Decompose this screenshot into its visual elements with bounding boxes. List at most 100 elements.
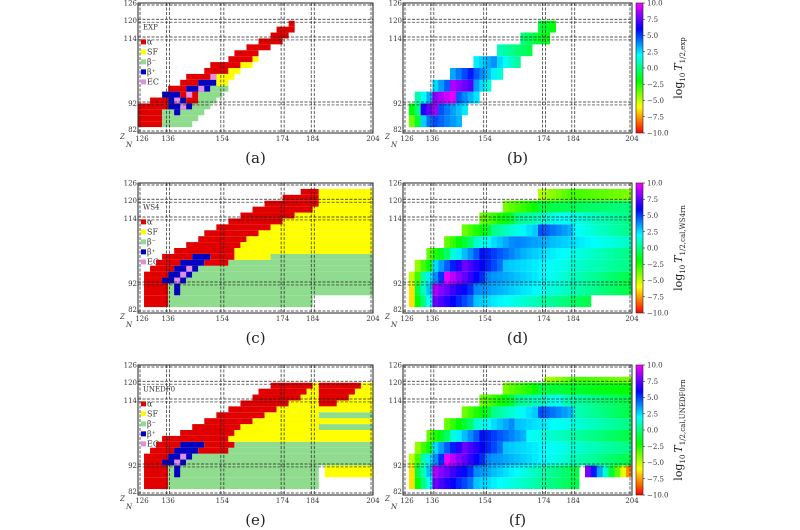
x-tick-label: 136 — [426, 315, 440, 323]
cell-value — [579, 283, 586, 296]
cell-value — [614, 212, 621, 225]
cell-value — [620, 271, 627, 284]
cell-value — [555, 259, 562, 272]
cell-value — [473, 418, 480, 430]
cell-SF — [312, 382, 319, 389]
cell-value — [473, 406, 480, 419]
cell-value — [602, 259, 609, 272]
legend-swatch-alpha — [141, 39, 146, 45]
cell-value — [467, 453, 474, 466]
cell-value — [496, 44, 504, 57]
cell-value — [532, 259, 539, 272]
cell-value — [485, 271, 492, 284]
cell-value — [479, 259, 486, 272]
colorbar-label-sub: 1/2,exp — [679, 37, 687, 64]
cell-value — [579, 382, 586, 395]
cell-value — [491, 406, 498, 419]
cell-value — [414, 283, 421, 296]
cell-value — [449, 441, 457, 454]
cell-value — [444, 248, 451, 260]
cell-value — [508, 394, 515, 407]
cell-value — [538, 430, 545, 442]
cell-value — [614, 394, 621, 407]
cell-value — [596, 376, 603, 383]
cell-value — [626, 248, 633, 260]
cell-SF — [252, 56, 259, 63]
cell-value — [561, 188, 568, 201]
x-tick-label: 126 — [400, 497, 414, 505]
cell-alpha — [246, 44, 271, 51]
cell-value — [491, 453, 498, 466]
cell-value — [502, 212, 509, 225]
legend-label-EC: EC — [147, 77, 159, 86]
cell-value — [602, 418, 609, 430]
cell-value — [590, 236, 598, 248]
cell-value — [485, 283, 492, 296]
colorbar-tick-label: −5.0 — [647, 459, 664, 467]
cell-value — [573, 430, 580, 442]
cell-value — [538, 418, 545, 430]
cell-value — [479, 236, 486, 248]
legend-label-beta_plus: β⁺ — [147, 67, 156, 76]
cell-value — [485, 453, 492, 466]
cell-value — [526, 406, 533, 419]
cell-value — [538, 20, 545, 33]
y-tick-label: 82 — [128, 488, 137, 496]
cell-value — [555, 394, 562, 407]
cell-beta_minus — [192, 453, 373, 460]
cell-value — [532, 453, 539, 466]
cell-value — [585, 430, 592, 442]
colorbar-tick-label: 7.5 — [647, 196, 658, 204]
cell-value — [438, 441, 445, 454]
cell-SF — [354, 388, 373, 395]
x-tick-label: 204 — [366, 497, 380, 505]
cell-value — [614, 248, 621, 260]
cell-value — [561, 376, 568, 383]
cell-value — [491, 295, 498, 308]
cell-value — [479, 68, 486, 80]
colorbar-tick-label: −7.5 — [647, 293, 664, 301]
cell-value — [461, 248, 468, 260]
cell-value — [567, 382, 574, 395]
cell-value — [508, 283, 515, 296]
x-axis-label: N — [390, 503, 398, 511]
cell-value — [444, 441, 451, 454]
cell-value — [579, 271, 586, 284]
legend-swatch-beta_plus — [141, 69, 146, 75]
cell-value — [449, 283, 457, 296]
cell-value — [626, 406, 633, 419]
legend-swatch-EC — [141, 79, 146, 85]
cell-value — [449, 453, 457, 466]
cell-value — [579, 236, 586, 248]
y-tick-label: 82 — [128, 126, 137, 134]
cell-alpha — [318, 394, 349, 401]
cell-beta_minus — [198, 91, 223, 98]
cell-value — [444, 418, 451, 430]
x-tick-label: 204 — [366, 135, 380, 143]
cell-alpha — [174, 248, 235, 254]
x-tick-label: 174 — [537, 497, 551, 505]
cell-value — [567, 259, 574, 272]
cell-value — [455, 115, 463, 128]
cell-value — [508, 465, 515, 478]
cell-value — [526, 200, 533, 213]
legend-swatch-beta_plus — [141, 431, 146, 437]
legend-swatch-SF — [141, 49, 146, 55]
cell-value — [614, 430, 621, 442]
cell-value — [608, 200, 615, 213]
cell-value — [514, 441, 521, 454]
cell-value — [467, 295, 474, 308]
y-tick-label: 126 — [124, 0, 138, 8]
cell-value — [485, 56, 492, 68]
cell-value — [467, 79, 474, 92]
cell-value — [538, 382, 545, 395]
cell-value — [426, 477, 433, 490]
cell-value — [479, 406, 486, 419]
cell-alpha — [258, 388, 307, 395]
y-tick-label: 82 — [393, 488, 402, 496]
cell-value — [626, 188, 633, 201]
cell-value — [479, 453, 486, 466]
x-tick-label: 154 — [216, 315, 230, 323]
cell-value — [491, 236, 498, 248]
cell-value — [555, 224, 562, 237]
